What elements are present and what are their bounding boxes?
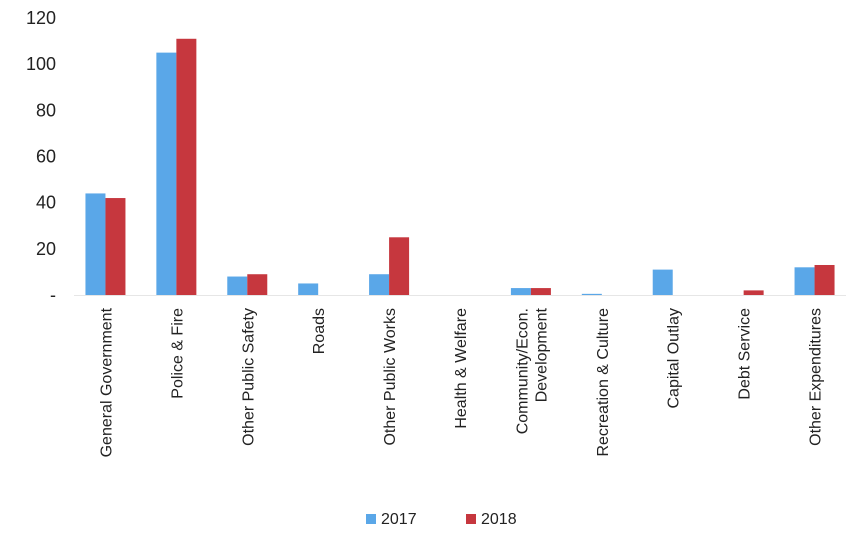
bar-2018-2	[247, 274, 268, 295]
bar-2018-1	[176, 38, 197, 296]
x-tick-label-8: Capital Outlay	[666, 308, 683, 409]
bar-2017-3	[298, 283, 319, 295]
bar-2017-10	[794, 267, 815, 295]
x-tick-label: Debt Service	[737, 308, 754, 400]
bar-2017-1	[156, 52, 177, 295]
legend-item-2018: 2018	[466, 511, 517, 528]
x-axis: General Government Police & Fire Other Pub…	[98, 307, 824, 457]
bar-2017-0	[85, 193, 106, 295]
x-tick-label: Community/Econ.	[514, 308, 531, 434]
x-tick-label: General Government	[98, 307, 115, 457]
x-tick-label: Other Public Safety	[240, 308, 257, 446]
x-tick-label-0: General Government	[98, 307, 115, 457]
x-tick-label-2: Other Public Safety	[240, 308, 257, 446]
y-tick-label: 40	[36, 193, 56, 213]
x-tick-label: Recreation & Culture	[595, 308, 612, 457]
x-tick-label-3: Roads	[311, 308, 328, 354]
bar-2017-7	[581, 293, 602, 295]
bar-2017-4	[369, 274, 390, 295]
y-axis: - 20 40 60 80 100 120	[26, 8, 56, 305]
x-tick-label: Roads	[311, 308, 328, 354]
x-tick-label: Other Expenditures	[808, 308, 825, 446]
x-tick-label-4: Other Public Works	[382, 308, 399, 446]
y-tick-label: 100	[26, 54, 56, 74]
bar-2018-10	[814, 264, 835, 295]
bar-2018-4	[389, 237, 410, 295]
y-tick-label: 60	[36, 147, 56, 167]
x-tick-label-7: Recreation & Culture	[595, 308, 612, 457]
y-tick-label: 80	[36, 100, 56, 120]
bar-2018-0	[105, 198, 126, 295]
bar-2017-8	[652, 269, 673, 295]
bar-2018-6	[530, 288, 551, 295]
y-tick-label: 20	[36, 239, 56, 259]
x-tick-label-9: Debt Service	[737, 308, 754, 400]
legend-swatch	[366, 514, 376, 524]
x-tick-label-5: Health & Welfare	[453, 308, 470, 429]
bar-2017-2	[227, 276, 248, 295]
bar-2018-9	[743, 290, 764, 295]
x-tick-label: Development	[533, 307, 550, 402]
y-tick-label: 120	[26, 8, 56, 28]
x-tick-label: Health & Welfare	[453, 308, 470, 429]
x-tick-label-1: Police & Fire	[169, 308, 186, 399]
bars-group	[85, 38, 835, 296]
legend-item-2017: 2017	[366, 511, 417, 528]
bar-2017-6	[510, 288, 531, 295]
x-tick-label: Police & Fire	[169, 308, 186, 399]
legend-swatch	[466, 514, 476, 524]
x-tick-label: Other Public Works	[382, 308, 399, 446]
x-tick-label: Capital Outlay	[666, 308, 683, 409]
x-tick-label-6: Community/Econ. Development	[514, 307, 550, 434]
y-tick-label: -	[50, 285, 56, 305]
legend-label: 2017	[381, 511, 417, 528]
x-tick-label-10: Other Expenditures	[808, 308, 825, 446]
legend: 2017 2018	[366, 511, 517, 528]
legend-label: 2018	[481, 511, 517, 528]
